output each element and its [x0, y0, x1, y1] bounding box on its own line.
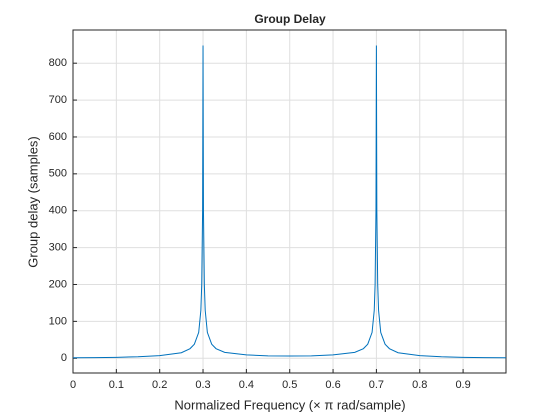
x-tick-label: 0.3 — [195, 379, 210, 391]
x-tick-label: 0 — [70, 379, 76, 391]
x-tick-label: 0.7 — [369, 379, 384, 391]
y-tick-label: 600 — [49, 131, 67, 143]
x-tick-label: 0.4 — [239, 379, 254, 391]
chart-title: Group Delay — [254, 12, 326, 26]
x-tick-label: 0.2 — [152, 379, 167, 391]
x-axis-label: Normalized Frequency (× π rad/sample) — [174, 397, 405, 412]
plot-frame — [72, 29, 507, 374]
y-axis-label: Group delay (samples) — [25, 136, 40, 268]
y-tick-label: 500 — [49, 168, 67, 180]
x-tick-label: 0.5 — [282, 379, 297, 391]
y-tick-label: 300 — [49, 242, 67, 254]
y-tick-label: 0 — [61, 352, 67, 364]
y-tick-label: 100 — [49, 315, 67, 327]
x-tick-label: 0.6 — [325, 379, 340, 391]
x-tick-label: 0.8 — [412, 379, 427, 391]
y-tick-label: 700 — [49, 94, 67, 106]
y-tick-label: 200 — [49, 278, 67, 290]
data-line — [72, 45, 507, 359]
x-tick-label: 0.1 — [109, 379, 124, 391]
y-tick-label: 400 — [49, 205, 67, 217]
x-tick-label: 0.9 — [455, 379, 470, 391]
y-tick-label: 800 — [49, 57, 67, 69]
